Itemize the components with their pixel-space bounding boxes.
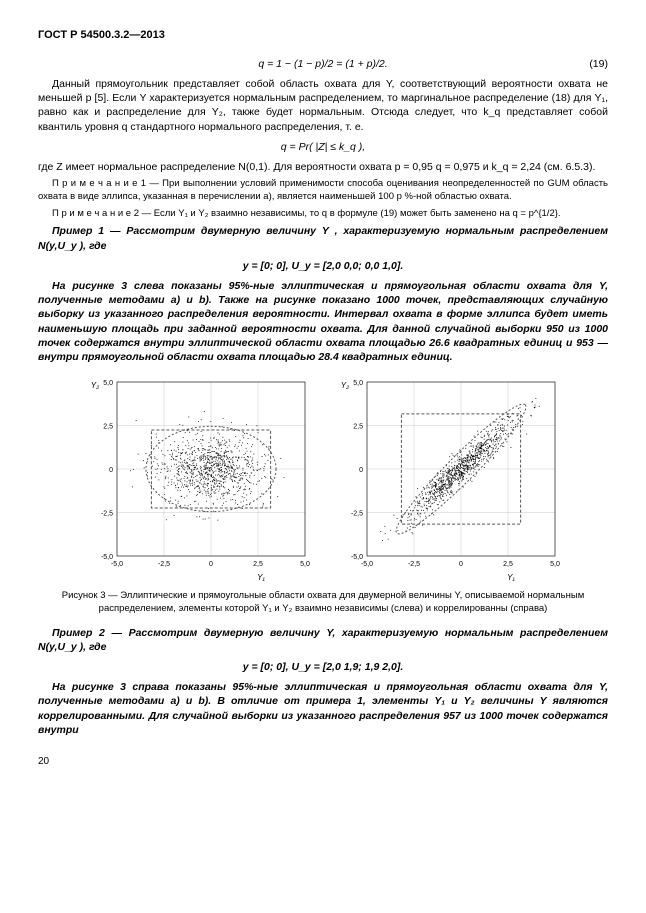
svg-text:-2,5: -2,5 <box>101 511 113 518</box>
equation-q: q = Pr( |Z| ≤ k_q ), <box>38 140 608 154</box>
example-1-title: Пример 1 — Рассмотрим двумерную величину… <box>38 224 608 252</box>
note-2: П р и м е ч а н и е 2 — Если Y₁ и Y₂ вза… <box>38 208 608 221</box>
svg-text:5,0: 5,0 <box>103 380 113 387</box>
svg-text:Y₂: Y₂ <box>91 381 99 390</box>
svg-text:2,5: 2,5 <box>253 561 263 568</box>
equation-19: q = 1 − (1 − p)/2 = (1 + p)/2. (19) <box>38 57 608 71</box>
svg-text:2,5: 2,5 <box>353 424 363 431</box>
svg-text:0: 0 <box>209 561 213 568</box>
svg-text:5,0: 5,0 <box>353 380 363 387</box>
svg-text:-2,5: -2,5 <box>351 511 363 518</box>
example-2-body: На рисунке 3 справа показаны 95%-ные элл… <box>38 680 608 737</box>
eq19-number: (19) <box>589 57 608 71</box>
svg-text:Y₁: Y₁ <box>507 573 515 582</box>
svg-text:-5,0: -5,0 <box>111 561 123 568</box>
svg-text:0: 0 <box>109 467 113 474</box>
chart-left: -5,0-5,0 -2,5 -2,5 0 0 2,5 2,5 5,0 5,0 Y₁ Y₂ <box>83 374 313 584</box>
note-1: П р и м е ч а н и е 1 — При выполнении у… <box>38 178 608 204</box>
svg-text:-5,0: -5,0 <box>101 554 113 561</box>
svg-text:-2,5: -2,5 <box>158 561 170 568</box>
page-number: 20 <box>38 755 608 769</box>
doc-header: ГОСТ Р 54500.3.2—2013 <box>38 28 608 43</box>
svg-text:Y₁: Y₁ <box>257 573 265 582</box>
svg-text:-5,0: -5,0 <box>351 554 363 561</box>
eq19-body: q = 1 − (1 − p)/2 = (1 + p)/2. <box>258 58 387 70</box>
paragraph-2: где Z имеет нормальное распределение N(0… <box>38 160 608 174</box>
example-1-body: На рисунке 3 слева показаны 95%-ные элли… <box>38 279 608 364</box>
svg-text:2,5: 2,5 <box>103 424 113 431</box>
chart-right: -5,0-5,0 -2,5 -2,5 0 0 2,5 2,5 5,0 5,0 Y₁ Y₂ <box>333 374 563 584</box>
svg-text:Y₂: Y₂ <box>341 381 349 390</box>
svg-text:-5,0: -5,0 <box>361 561 373 568</box>
svg-text:5,0: 5,0 <box>550 561 560 568</box>
svg-text:0: 0 <box>459 561 463 568</box>
example-2-title: Пример 2 — Рассмотрим двумерную величину… <box>38 626 608 654</box>
figure-3-caption: Рисунок 3 — Эллиптические и прямоугольны… <box>38 590 608 616</box>
svg-text:2,5: 2,5 <box>503 561 513 568</box>
figure-3: -5,0-5,0-2,5-2,5002,52,55,05,0Y₁Y₂ -5,0-… <box>38 374 608 584</box>
svg-text:5,0: 5,0 <box>300 561 310 568</box>
matrix-2: y = [0; 0], U_y = [2,0 1,9; 1,9 2,0]. <box>38 660 608 674</box>
paragraph-1: Данный прямоугольник представляет собой … <box>38 77 608 134</box>
svg-text:-2,5: -2,5 <box>408 561 420 568</box>
matrix-1: y = [0; 0], U_y = [2,0 0,0; 0,0 1,0]. <box>38 259 608 273</box>
svg-text:0: 0 <box>359 467 363 474</box>
